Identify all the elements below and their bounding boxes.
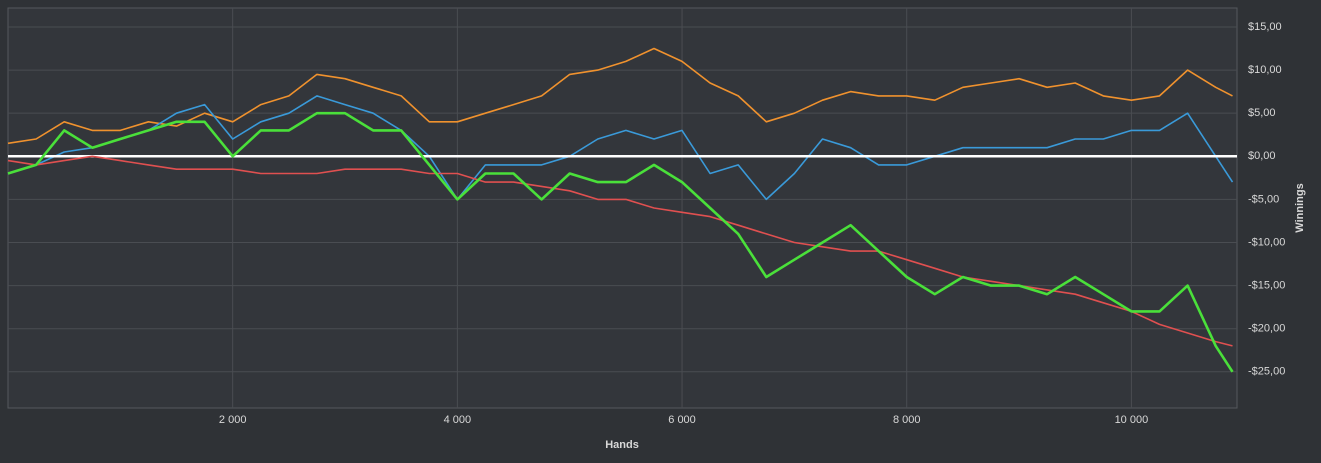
series-line (7, 95, 1234, 201)
x-tick-label: 4 000 (444, 414, 472, 426)
series-line (7, 111, 1234, 373)
x-tick-label: 10 000 (1115, 414, 1149, 426)
y-tick-label: -$5,00 (1248, 193, 1279, 205)
x-tick-label: 6 000 (668, 414, 696, 426)
x-tick-label: 8 000 (893, 414, 921, 426)
series-line (7, 155, 1233, 347)
y-tick-label: $15,00 (1248, 21, 1282, 33)
y-tick-label: -$25,00 (1248, 366, 1285, 378)
y-tick-label: $0,00 (1248, 150, 1276, 162)
y-tick-label: -$10,00 (1248, 236, 1285, 248)
x-tick-label: 2 000 (219, 414, 247, 426)
x-axis-title: Hands (605, 439, 639, 451)
y-axis-title: Winnings (1294, 183, 1306, 232)
y-tick-label: -$20,00 (1248, 323, 1285, 335)
y-tick-label: $10,00 (1248, 64, 1282, 76)
y-tick-label: $5,00 (1248, 107, 1276, 119)
y-tick-label: -$15,00 (1248, 279, 1285, 291)
plot-area (7, 7, 1238, 409)
